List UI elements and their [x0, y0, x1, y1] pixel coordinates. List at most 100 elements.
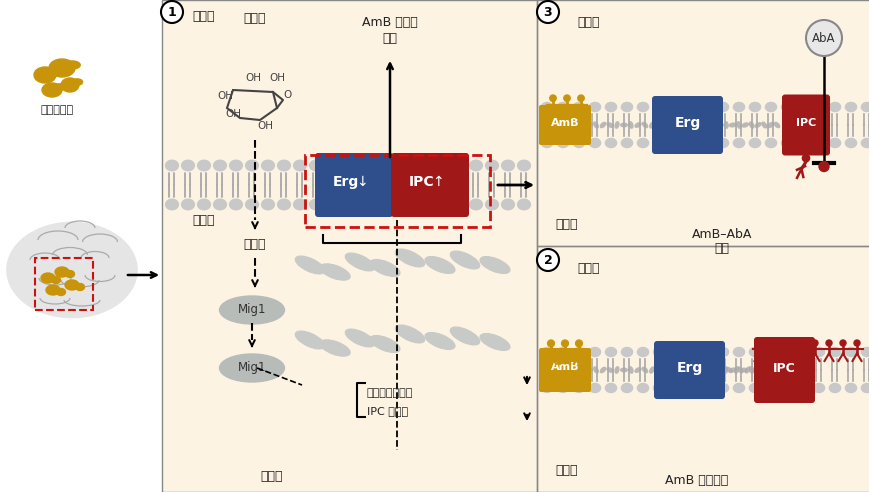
Ellipse shape — [747, 366, 753, 374]
Ellipse shape — [604, 383, 617, 393]
Text: 组合: 组合 — [713, 242, 729, 254]
Ellipse shape — [196, 159, 211, 172]
Text: 细胞外: 细胞外 — [576, 262, 599, 275]
Ellipse shape — [373, 198, 387, 211]
Ellipse shape — [828, 347, 840, 357]
Ellipse shape — [341, 198, 355, 211]
Ellipse shape — [828, 102, 840, 112]
Text: 葡萄糖: 葡萄糖 — [243, 11, 266, 25]
Ellipse shape — [556, 383, 568, 393]
Ellipse shape — [588, 138, 600, 148]
Ellipse shape — [725, 367, 732, 373]
Ellipse shape — [436, 159, 451, 172]
Ellipse shape — [588, 383, 600, 393]
Ellipse shape — [196, 198, 211, 211]
Ellipse shape — [722, 366, 727, 374]
Ellipse shape — [42, 83, 62, 97]
Text: Erg: Erg — [675, 361, 702, 375]
Ellipse shape — [779, 383, 793, 393]
Text: 麦角甬醇的合成: 麦角甬醇的合成 — [367, 388, 413, 398]
FancyBboxPatch shape — [753, 337, 814, 403]
Ellipse shape — [606, 122, 613, 128]
Text: IPC 的合成: IPC 的合成 — [367, 406, 408, 416]
Ellipse shape — [716, 138, 728, 148]
Ellipse shape — [229, 198, 242, 211]
Bar — [35, 258, 93, 310]
Ellipse shape — [716, 102, 728, 112]
Ellipse shape — [345, 329, 375, 347]
Ellipse shape — [723, 121, 728, 129]
Ellipse shape — [700, 383, 713, 393]
Ellipse shape — [766, 122, 773, 128]
Ellipse shape — [585, 368, 593, 372]
Ellipse shape — [620, 368, 627, 372]
Text: Mig1: Mig1 — [237, 362, 266, 374]
Ellipse shape — [501, 198, 514, 211]
Ellipse shape — [501, 159, 514, 172]
Ellipse shape — [779, 347, 793, 357]
Text: 细胞外: 细胞外 — [192, 9, 215, 23]
Circle shape — [811, 340, 817, 346]
Ellipse shape — [652, 138, 665, 148]
Ellipse shape — [604, 347, 617, 357]
Ellipse shape — [388, 198, 402, 211]
Ellipse shape — [750, 368, 758, 372]
Text: AmB 耐受细胞: AmB 耐受细胞 — [665, 473, 728, 487]
Ellipse shape — [764, 347, 776, 357]
Ellipse shape — [740, 368, 747, 372]
Ellipse shape — [219, 296, 284, 324]
Ellipse shape — [324, 198, 339, 211]
Text: IPC: IPC — [408, 175, 434, 189]
Circle shape — [769, 340, 775, 346]
Ellipse shape — [668, 347, 680, 357]
Ellipse shape — [356, 159, 371, 172]
Ellipse shape — [424, 333, 454, 349]
Ellipse shape — [844, 102, 856, 112]
Ellipse shape — [480, 256, 509, 274]
Ellipse shape — [308, 198, 322, 211]
Text: OH: OH — [216, 91, 233, 101]
Ellipse shape — [716, 347, 728, 357]
Ellipse shape — [593, 122, 598, 129]
Ellipse shape — [7, 222, 136, 317]
Ellipse shape — [844, 138, 856, 148]
Ellipse shape — [295, 331, 324, 349]
Bar — [536, 0, 869, 246]
Circle shape — [801, 154, 809, 162]
Text: 细胞外: 细胞外 — [576, 16, 599, 29]
FancyBboxPatch shape — [651, 96, 722, 154]
Ellipse shape — [436, 198, 451, 211]
Ellipse shape — [684, 138, 696, 148]
Circle shape — [805, 20, 841, 56]
Ellipse shape — [748, 102, 760, 112]
Ellipse shape — [796, 383, 808, 393]
Ellipse shape — [764, 138, 776, 148]
Ellipse shape — [614, 366, 619, 374]
Ellipse shape — [165, 159, 179, 172]
Circle shape — [575, 340, 581, 347]
Ellipse shape — [668, 383, 680, 393]
Ellipse shape — [165, 198, 179, 211]
Ellipse shape — [484, 159, 499, 172]
Text: IPC: IPC — [795, 118, 815, 128]
Ellipse shape — [716, 383, 728, 393]
Ellipse shape — [46, 285, 60, 295]
Ellipse shape — [753, 122, 760, 128]
Ellipse shape — [468, 198, 482, 211]
Ellipse shape — [516, 159, 530, 172]
Ellipse shape — [480, 334, 509, 350]
Ellipse shape — [76, 283, 84, 290]
Ellipse shape — [636, 383, 648, 393]
Circle shape — [161, 1, 182, 23]
Text: 葡萄糖: 葡萄糖 — [243, 239, 266, 251]
Ellipse shape — [859, 383, 869, 393]
Ellipse shape — [764, 102, 776, 112]
Ellipse shape — [516, 198, 530, 211]
Ellipse shape — [395, 325, 424, 343]
Ellipse shape — [636, 347, 648, 357]
Ellipse shape — [369, 259, 400, 277]
Circle shape — [839, 340, 845, 346]
Ellipse shape — [308, 159, 322, 172]
Ellipse shape — [593, 367, 598, 374]
Bar — [162, 0, 536, 492]
